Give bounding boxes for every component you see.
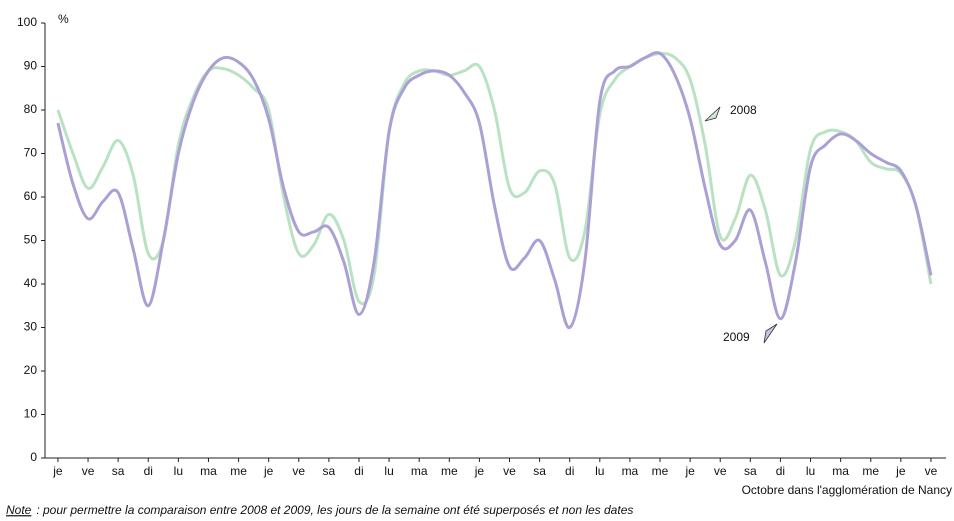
x-tick-label: di — [144, 464, 153, 478]
x-tick-label: je — [263, 464, 274, 478]
y-tick-label: 100 — [17, 15, 37, 29]
x-tick-label: me — [862, 464, 879, 478]
x-tick-label: di — [354, 464, 363, 478]
y-tick-label: 0 — [30, 450, 37, 464]
series-annotation: 2008 — [730, 103, 757, 117]
x-tick-label: ma — [832, 464, 849, 478]
x-tick-label: ve — [82, 464, 95, 478]
x-tick-label: lu — [174, 464, 183, 478]
y-tick-label: 20 — [24, 363, 38, 377]
x-tick-label: sa — [112, 464, 125, 478]
x-tick-label: ve — [925, 464, 938, 478]
y-tick-label: 50 — [24, 233, 38, 247]
x-axis-title: Octobre dans l'agglomération de Nancy — [742, 483, 952, 497]
x-tick-label: lu — [384, 464, 393, 478]
x-tick-label: ve — [714, 464, 727, 478]
y-tick-label: 30 — [24, 320, 38, 334]
x-tick-label: ma — [411, 464, 428, 478]
note-label: Note — [6, 503, 32, 517]
x-tick-label: me — [441, 464, 458, 478]
x-tick-label: ve — [292, 464, 305, 478]
x-tick-label: me — [652, 464, 669, 478]
note-text: : pour permettre la comparaison entre 20… — [33, 503, 633, 517]
x-tick-label: je — [895, 464, 906, 478]
x-tick-label: sa — [323, 464, 336, 478]
x-tick-label: je — [684, 464, 695, 478]
x-tick-label: ve — [503, 464, 516, 478]
y-unit: % — [58, 12, 69, 26]
annotation-arrow — [763, 323, 778, 344]
x-tick-label: je — [52, 464, 63, 478]
y-tick-label: 60 — [24, 189, 38, 203]
x-tick-label: ma — [622, 464, 639, 478]
x-tick-label: di — [776, 464, 785, 478]
y-tick-label: 10 — [24, 407, 38, 421]
x-tick-label: me — [230, 464, 247, 478]
x-tick-label: sa — [533, 464, 546, 478]
series-annotation: 2009 — [723, 330, 750, 344]
x-tick-label: lu — [595, 464, 604, 478]
y-tick-label: 90 — [24, 59, 38, 73]
y-tick-label: 70 — [24, 146, 38, 160]
y-tick-label: 80 — [24, 102, 38, 116]
series-line — [56, 51, 933, 330]
x-tick-label: ma — [200, 464, 217, 478]
series-line — [56, 51, 933, 306]
x-tick-label: lu — [806, 464, 815, 478]
x-tick-label: di — [565, 464, 574, 478]
annotation-arrow — [704, 106, 721, 122]
x-tick-label: je — [474, 464, 485, 478]
y-tick-label: 40 — [24, 276, 38, 290]
x-tick-label: sa — [744, 464, 757, 478]
